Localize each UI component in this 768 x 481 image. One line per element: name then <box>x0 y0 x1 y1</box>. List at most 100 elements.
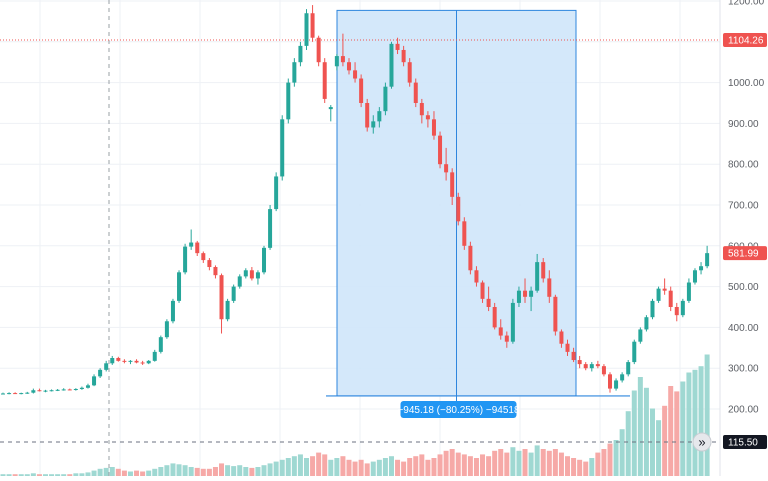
volume-bar <box>461 454 467 476</box>
volume-bar <box>352 461 358 476</box>
volume-bar <box>109 467 115 476</box>
price-tick-label: 500.00 <box>728 282 759 293</box>
candle-down <box>450 172 455 197</box>
volume-bar <box>261 465 267 476</box>
candle-down <box>583 364 588 369</box>
candle-down <box>553 296 558 332</box>
candle-up <box>243 270 248 277</box>
volume-bar <box>473 458 479 476</box>
candle-up <box>680 300 685 316</box>
candle-down <box>365 103 370 128</box>
candle-down <box>213 267 218 276</box>
candle-up <box>638 329 643 342</box>
volume-bar <box>643 387 649 476</box>
candle-up <box>304 13 309 46</box>
volume-bar <box>291 456 297 476</box>
volume-bar <box>631 390 637 476</box>
candle-down <box>13 393 18 395</box>
candle-up <box>292 62 297 83</box>
volume-bar <box>55 474 61 476</box>
volume-bar <box>18 474 24 476</box>
volume-bar <box>565 456 571 476</box>
candle-down <box>662 288 667 291</box>
volume-bar <box>334 458 340 476</box>
volume-bar <box>249 467 255 476</box>
candle-down <box>668 290 673 307</box>
candle-down <box>504 335 509 342</box>
price-tick-label: 700.00 <box>728 201 759 212</box>
candle-up <box>614 380 619 389</box>
volume-bar <box>510 447 516 476</box>
candle-down <box>674 307 679 316</box>
candle-down <box>595 364 600 367</box>
measure-label[interactable]: −945.18 (−80.25%) −94518 <box>397 401 520 418</box>
volume-bar <box>24 474 30 476</box>
volume-bar <box>6 474 12 476</box>
candle-up <box>231 286 236 301</box>
candle-down <box>425 115 430 120</box>
price-axis-background <box>720 0 768 476</box>
candle-up <box>692 270 697 283</box>
volume-bar <box>686 372 692 476</box>
price-tick-label: 1200.00 <box>728 0 765 8</box>
candle-up <box>268 209 273 248</box>
volume-bar <box>316 452 322 476</box>
volume-bar <box>401 461 407 476</box>
candle-down <box>474 270 479 283</box>
volume-bar <box>589 458 595 476</box>
measure-label-background <box>400 401 517 418</box>
candle-down <box>407 62 412 83</box>
volume-bar <box>36 474 42 476</box>
scroll-to-realtime-button[interactable]: » <box>692 432 712 452</box>
volume-bar <box>49 474 55 476</box>
candle-down <box>249 270 254 279</box>
volume-bar <box>140 471 146 476</box>
volume-bar <box>212 467 218 476</box>
candle-down <box>413 82 418 103</box>
volume-bar <box>346 459 352 476</box>
candle-down <box>559 331 564 344</box>
candle-up <box>656 288 661 301</box>
volume-bar <box>285 458 291 476</box>
candle-up <box>164 321 169 338</box>
candle-up <box>535 262 540 291</box>
volume-bar <box>219 463 225 476</box>
candle-up <box>334 56 339 67</box>
volume-bar <box>455 452 461 476</box>
candle-down <box>547 278 552 297</box>
volume-bar <box>328 459 334 476</box>
volume-bar <box>431 458 437 476</box>
volume-bar <box>85 472 91 476</box>
price-axis[interactable]: 1200.001000.00900.00800.00700.00600.0050… <box>719 0 768 476</box>
candle-up <box>92 376 97 386</box>
volume-bar <box>231 466 237 476</box>
candle-up <box>237 276 242 287</box>
volume-bar <box>158 467 164 476</box>
volume-bar <box>467 456 473 476</box>
price-tick-label: 1000.00 <box>728 78 765 89</box>
volume-bar <box>419 454 425 476</box>
volume-bar <box>170 463 176 476</box>
candle-up <box>177 272 182 301</box>
scroll-button-circle[interactable] <box>692 432 712 452</box>
volume-bar <box>61 474 67 476</box>
candle-down <box>486 298 491 307</box>
candle-down <box>419 103 424 116</box>
candle-down <box>431 119 436 136</box>
candle-down <box>116 358 121 361</box>
top-price-marker: 1104.26 <box>723 33 767 48</box>
candle-up <box>225 300 230 320</box>
volume-bar <box>583 461 589 476</box>
candle-down <box>395 43 400 50</box>
candle-down <box>601 366 606 375</box>
candle-down <box>201 253 206 261</box>
volume-bar <box>121 470 127 476</box>
volume-bar <box>571 458 577 476</box>
candle-up <box>79 387 84 390</box>
volume-bar <box>376 459 382 476</box>
candles <box>1 5 710 395</box>
volume-bar <box>656 420 662 476</box>
volume-bar <box>498 449 504 476</box>
